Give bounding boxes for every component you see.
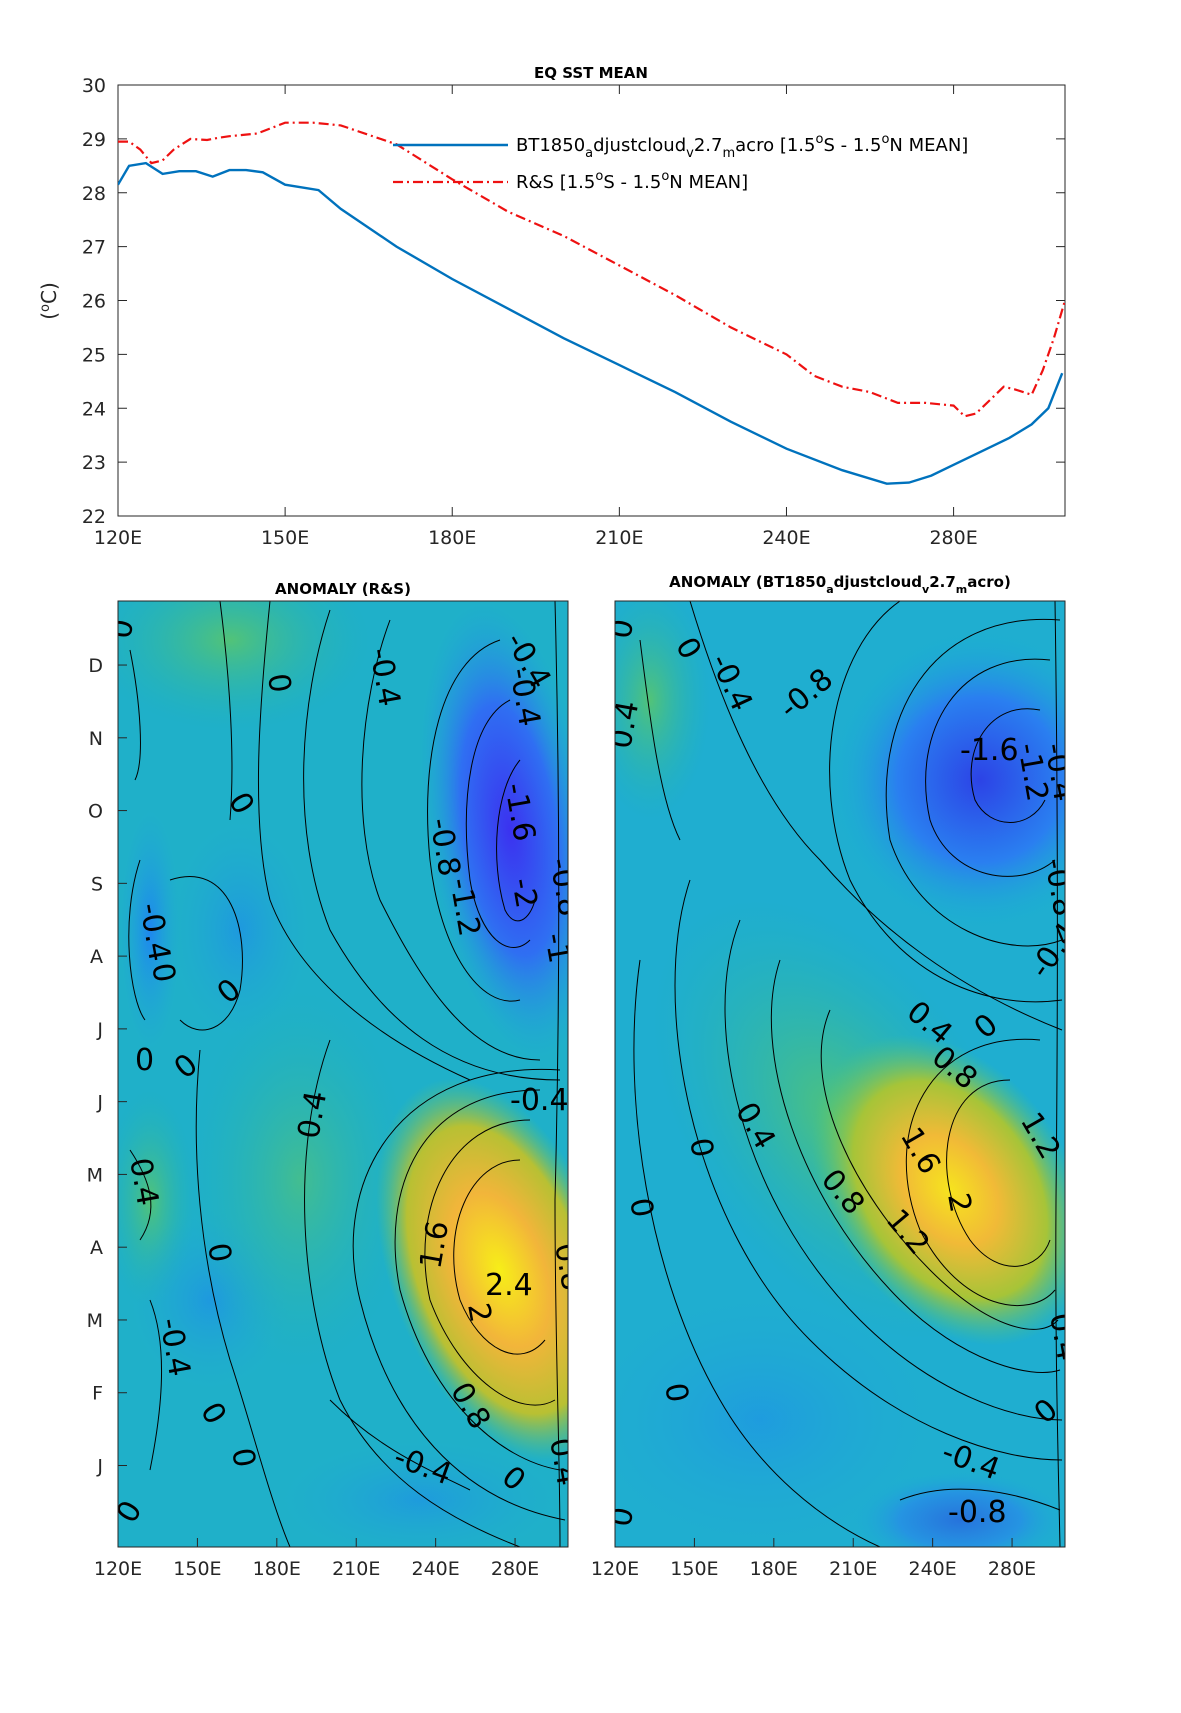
model-contour-lines bbox=[633, 601, 1063, 1547]
model-blob bbox=[850, 1470, 1065, 1547]
rs-y-tick-label: N bbox=[89, 728, 103, 750]
rs-contour-label: 0.4 bbox=[122, 1155, 165, 1208]
rs-contour-label: 2.4 bbox=[485, 1268, 533, 1303]
rs-y-tick-label: F bbox=[92, 1383, 103, 1405]
rs-x-tick-label: 120E bbox=[94, 1558, 142, 1580]
model-contour-label: -1.6 bbox=[960, 733, 1019, 768]
rs-y-tick-label: D bbox=[88, 655, 103, 677]
line-x-ticks: 120E 150E 180E 210E 240E 280E bbox=[94, 85, 978, 549]
rs-contour-label: 0.4 bbox=[291, 1088, 334, 1141]
rs-title: ANOMALY (R&S) bbox=[275, 580, 411, 598]
rs-x-tick-label: 240E bbox=[412, 1558, 460, 1580]
line-y-tick-label: 24 bbox=[82, 398, 106, 420]
rs-contour-label: -0.4 bbox=[510, 1083, 569, 1118]
model-field: 0 0 -0.4 -0.8 0.4 -1.6 -1.2 -0.4 -0.8 -0… bbox=[585, 601, 1065, 1547]
legend-entry-obs: R&S [1.5oS - 1.5oN MEAN] bbox=[516, 169, 748, 193]
rs-frame bbox=[117, 600, 569, 1548]
rs-y-tick-label: M bbox=[87, 1164, 103, 1186]
rs-blob-positive bbox=[376, 1078, 568, 1462]
rs-contour-label: 0 bbox=[260, 671, 297, 695]
rs-y-tick-label: A bbox=[90, 946, 103, 968]
model-contour-label: 0 bbox=[585, 1022, 623, 1047]
model-contour-label: -0.8 bbox=[948, 1495, 1007, 1530]
rs-y-tick-label: A bbox=[90, 1237, 103, 1259]
rs-contour-label: 0 bbox=[135, 1043, 154, 1078]
model-x-tick-label: 280E bbox=[988, 1558, 1036, 1580]
line-chart-title: EQ SST MEAN bbox=[534, 64, 648, 82]
rs-y-tick-label: M bbox=[87, 1310, 103, 1332]
line-y-tick-label: 28 bbox=[82, 183, 106, 205]
rs-contour-label: -2 bbox=[504, 875, 544, 911]
model-frame bbox=[614, 600, 1066, 1548]
rs-contour-label: 1.6 bbox=[413, 1218, 456, 1271]
line-x-tick-label: 210E bbox=[595, 527, 643, 549]
model-x-tick-label: 240E bbox=[909, 1558, 957, 1580]
line-x-tick-label: 120E bbox=[94, 527, 142, 549]
anomaly-model-chart: ANOMALY (BT1850adjustcloudv2.7macro) bbox=[585, 573, 1066, 1580]
line-legend: BT1850adjustcloudv2.7macro [1.5oS - 1.5o… bbox=[393, 132, 968, 193]
series-line-obs bbox=[118, 121, 1065, 418]
rs-x-tick-label: 150E bbox=[173, 1558, 221, 1580]
line-y-ticks: 22 23 24 25 26 27 28 29 30 bbox=[82, 75, 1065, 528]
line-x-tick-label: 150E bbox=[261, 527, 309, 549]
line-y-tick-label: 29 bbox=[82, 129, 106, 151]
line-x-tick-label: 180E bbox=[428, 527, 476, 549]
rs-y-ticks: D N O S A J J M A M F J bbox=[87, 655, 127, 1477]
line-y-tick-label: 25 bbox=[82, 344, 106, 366]
line-y-label: (oC) bbox=[37, 282, 61, 320]
rs-blob bbox=[118, 601, 370, 730]
model-x-tick-label: 210E bbox=[829, 1558, 877, 1580]
model-x-tick-label: 150E bbox=[670, 1558, 718, 1580]
model-x-tick-label: 180E bbox=[750, 1558, 798, 1580]
model-x-ticks: 120E 150E 180E 210E 240E 280E bbox=[591, 1538, 1036, 1580]
line-y-tick-label: 22 bbox=[82, 506, 106, 528]
line-x-tick-label: 280E bbox=[929, 527, 977, 549]
rs-contour-label: 0 bbox=[103, 617, 141, 642]
rs-y-tick-label: J bbox=[96, 1455, 103, 1477]
line-y-tick-label: 23 bbox=[82, 452, 106, 474]
rs-x-ticks: 120E 150E 180E 210E 240E 280E bbox=[94, 1538, 539, 1580]
rs-blob bbox=[280, 1440, 560, 1547]
line-y-tick-label: 30 bbox=[82, 75, 106, 97]
rs-y-tick-label: J bbox=[96, 1019, 103, 1041]
rs-blob-negative bbox=[419, 601, 568, 1059]
line-y-tick-label: 26 bbox=[82, 291, 106, 313]
line-x-tick-label: 240E bbox=[762, 527, 810, 549]
rs-y-tick-label: J bbox=[96, 1092, 103, 1114]
model-title: ANOMALY (BT1850adjustcloudv2.7macro) bbox=[669, 573, 1011, 596]
rs-contour-label: -1 bbox=[537, 930, 577, 966]
anomaly-rs-chart: ANOMALY (R&S) bbox=[87, 580, 577, 1580]
series-line-model bbox=[118, 161, 1064, 485]
model-x-tick-label: 120E bbox=[591, 1558, 639, 1580]
rs-x-tick-label: 180E bbox=[253, 1558, 301, 1580]
rs-field: 0 0 -0.4 -0.4 -0.4 -0.8 -1.2 -1.6 -2 -0.… bbox=[103, 601, 577, 1547]
rs-y-tick-label: O bbox=[88, 801, 103, 823]
rs-blob bbox=[120, 810, 180, 1050]
rs-x-tick-label: 280E bbox=[491, 1558, 539, 1580]
legend-entry-model: BT1850adjustcloudv2.7macro [1.5oS - 1.5o… bbox=[516, 132, 968, 161]
line-y-tick-label: 27 bbox=[82, 237, 106, 259]
rs-y-tick-label: S bbox=[91, 873, 103, 895]
model-blob-negative bbox=[830, 630, 1065, 930]
line-plot-area bbox=[117, 84, 1066, 517]
rs-contour-lines bbox=[128, 601, 566, 1547]
rs-x-tick-label: 210E bbox=[332, 1558, 380, 1580]
model-blob bbox=[615, 601, 710, 820]
